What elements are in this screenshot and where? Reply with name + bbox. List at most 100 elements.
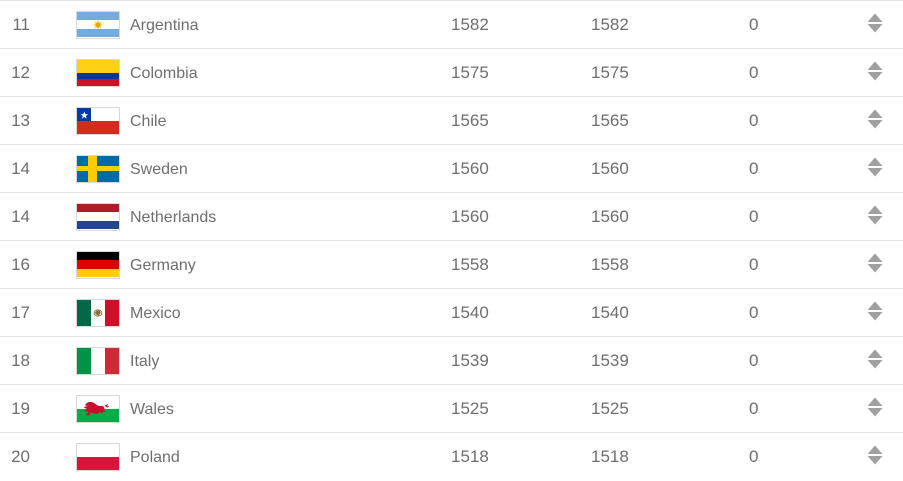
points-cell: 1582 (436, 1, 576, 49)
rank-cell: 12 (0, 49, 76, 97)
flag-sweden-icon (76, 154, 120, 183)
sort-cell (846, 193, 903, 241)
sort-updown-icon[interactable] (862, 442, 888, 468)
points-cell: 1558 (436, 241, 576, 289)
sort-cell (846, 49, 903, 97)
change-value: 0 (749, 15, 759, 34)
table-row[interactable]: 19 Wales 1525 1525 0 (0, 384, 903, 433)
rank-value: 16 (11, 255, 30, 274)
rank-value: 11 (12, 15, 30, 34)
team-name[interactable]: Sweden (130, 160, 188, 178)
previous-points-cell: 1539 (576, 337, 736, 385)
flag-chile-icon (76, 106, 120, 135)
team-name[interactable]: Poland (130, 448, 180, 466)
flag-netherlands-icon (76, 202, 120, 231)
points-value: 1575 (451, 63, 489, 82)
previous-points-cell: 1540 (576, 289, 736, 337)
flag-mexico-icon (76, 298, 120, 327)
table-row[interactable]: 13 Chile 1565 1565 0 (0, 96, 903, 145)
team-cell: Italy (130, 337, 436, 385)
team-name[interactable]: Argentina (130, 16, 199, 34)
flag-cell (76, 97, 130, 145)
points-cell: 1539 (436, 337, 576, 385)
points-cell: 1525 (436, 385, 576, 433)
rank-value: 13 (11, 111, 30, 130)
previous-points-cell: 1560 (576, 145, 736, 193)
points-value: 1560 (451, 207, 489, 226)
previous-points-value: 1525 (591, 399, 629, 418)
rank-value: 17 (11, 303, 30, 322)
team-name[interactable]: Mexico (130, 304, 181, 322)
rank-value: 20 (11, 447, 30, 467)
change-value: 0 (749, 399, 759, 418)
sort-cell (846, 385, 903, 433)
table-row[interactable]: 16 Germany 1558 1558 0 (0, 240, 903, 289)
flag-cell (76, 433, 130, 481)
previous-points-cell: 1560 (576, 193, 736, 241)
table-row[interactable]: 12 Colombia 1575 1575 0 (0, 48, 903, 97)
rank-value: 19 (11, 399, 30, 418)
team-name[interactable]: Netherlands (130, 208, 217, 226)
team-cell: Argentina (130, 1, 436, 49)
flag-germany-icon (76, 250, 120, 279)
change-cell: 0 (736, 289, 846, 337)
sort-cell (846, 97, 903, 145)
rank-value: 14 (11, 159, 30, 178)
team-name[interactable]: Germany (130, 256, 196, 274)
flag-cell (76, 193, 130, 241)
table-row[interactable]: 14 Netherlands 1560 1560 0 (0, 192, 903, 241)
flag-poland-icon (76, 442, 120, 471)
points-value: 1539 (451, 351, 489, 370)
previous-points-value: 1565 (591, 111, 629, 130)
team-name[interactable]: Chile (130, 112, 167, 130)
previous-points-value: 1539 (591, 351, 629, 370)
sort-cell (846, 337, 903, 385)
team-name[interactable]: Colombia (130, 64, 198, 82)
points-cell: 1565 (436, 97, 576, 145)
previous-points-value: 1540 (591, 303, 629, 322)
sort-updown-icon[interactable] (862, 202, 888, 228)
flag-argentina-icon (76, 10, 120, 39)
table-row[interactable]: 11 Argentina 1582 1582 0 (0, 0, 903, 49)
flag-cell (76, 289, 130, 337)
table-row[interactable]: 17 Mexico 1540 1540 0 (0, 288, 903, 337)
change-cell: 0 (736, 337, 846, 385)
sort-updown-icon[interactable] (862, 154, 888, 180)
sort-cell (846, 241, 903, 289)
sort-cell (846, 289, 903, 337)
rank-cell: 14 (0, 193, 76, 241)
points-value: 1558 (451, 255, 489, 274)
sort-updown-icon[interactable] (862, 298, 888, 324)
sort-updown-icon[interactable] (862, 58, 888, 84)
rank-value: 18 (11, 351, 30, 370)
rank-cell: 18 (0, 337, 76, 385)
table-row[interactable]: 14 Sweden 1560 1560 0 (0, 144, 903, 193)
previous-points-cell: 1575 (576, 49, 736, 97)
change-value: 0 (749, 351, 759, 370)
team-name[interactable]: Italy (130, 352, 160, 370)
sort-updown-icon[interactable] (862, 250, 888, 276)
change-value: 0 (749, 303, 759, 322)
flag-colombia-icon (76, 58, 120, 87)
team-cell: Colombia (130, 49, 436, 97)
rank-value: 14 (11, 207, 30, 226)
team-cell: Sweden (130, 145, 436, 193)
sort-updown-icon[interactable] (862, 106, 888, 132)
table-row[interactable]: 18 Italy 1539 1539 0 (0, 336, 903, 385)
change-value: 0 (749, 63, 759, 82)
rank-cell: 17 (0, 289, 76, 337)
change-value: 0 (749, 159, 759, 178)
sort-cell (846, 433, 903, 481)
team-cell: Mexico (130, 289, 436, 337)
points-value: 1525 (451, 399, 489, 418)
sort-updown-icon[interactable] (862, 394, 888, 420)
previous-points-cell: 1565 (576, 97, 736, 145)
team-name[interactable]: Wales (130, 400, 174, 418)
previous-points-cell: 1558 (576, 241, 736, 289)
rank-value: 12 (11, 63, 30, 82)
table-row[interactable]: 20 Poland 1518 1518 0 (0, 432, 903, 481)
flag-cell (76, 145, 130, 193)
sort-updown-icon[interactable] (862, 10, 888, 36)
sort-updown-icon[interactable] (862, 346, 888, 372)
